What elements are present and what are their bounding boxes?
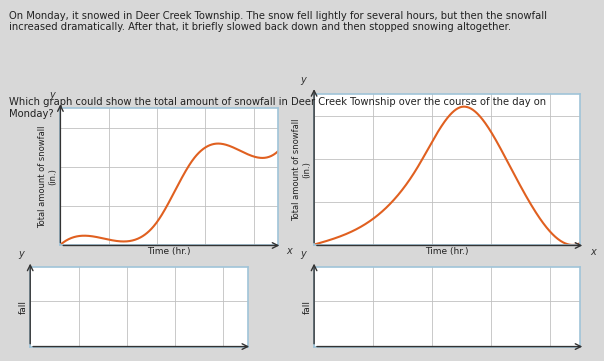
X-axis label: Time (hr.): Time (hr.) xyxy=(425,247,469,256)
Y-axis label: fall: fall xyxy=(303,300,311,314)
X-axis label: Time (hr.): Time (hr.) xyxy=(147,247,191,256)
Text: Which graph could show the total amount of snowfall in Deer Creek Township over : Which graph could show the total amount … xyxy=(9,97,546,119)
Text: y: y xyxy=(301,75,306,85)
Text: y: y xyxy=(301,249,306,259)
Text: x: x xyxy=(286,246,292,256)
Y-axis label: Total amount of snowfall
(in.): Total amount of snowfall (in.) xyxy=(38,126,57,228)
Y-axis label: Total amount of snowfall
(in.): Total amount of snowfall (in.) xyxy=(292,118,311,221)
Text: x: x xyxy=(591,247,596,257)
Text: y: y xyxy=(19,249,24,259)
Y-axis label: fall: fall xyxy=(19,300,27,314)
Text: y: y xyxy=(49,90,54,100)
Text: On Monday, it snowed in Deer Creek Township. The snow fell lightly for several h: On Monday, it snowed in Deer Creek Towns… xyxy=(9,11,547,32)
